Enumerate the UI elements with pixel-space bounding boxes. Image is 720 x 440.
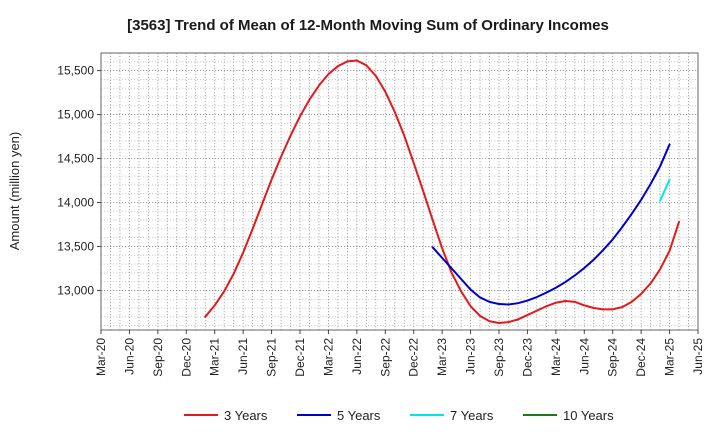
- series-line-7-years: [659, 178, 671, 202]
- x-tick-label: Mar-23: [435, 338, 449, 376]
- x-tick-label: Jun-25: [691, 338, 705, 375]
- x-tick-label: Mar-24: [549, 338, 563, 376]
- y-tick-label: 15,000: [57, 108, 94, 122]
- series-line-5-years: [431, 143, 671, 306]
- x-tick-label: Mar-21: [208, 338, 222, 376]
- legend-label-5-years: 5 Years: [337, 408, 381, 423]
- x-tick-label: Jun-21: [236, 338, 250, 375]
- x-tick-label: Jun-23: [464, 338, 478, 375]
- y-tick-label: 15,500: [57, 64, 94, 78]
- y-axis-ticks: 13,000 13,500 14,000 14,500 15,000 15,500: [57, 64, 101, 297]
- y-tick-label: 13,500: [57, 239, 94, 253]
- plot-area: [100, 52, 699, 331]
- y-tick-label: 14,000: [57, 195, 94, 209]
- x-tick-label: Jun-20: [122, 338, 136, 375]
- series-line-3-years: [204, 59, 681, 324]
- x-tick-label: Dec-23: [520, 338, 534, 377]
- y-tick-label: 13,000: [57, 283, 94, 297]
- x-tick-label: Dec-24: [634, 338, 648, 377]
- x-tick-label: Mar-20: [94, 338, 108, 376]
- legend: 3 Years 5 Years 7 Years 10 Years: [184, 408, 614, 423]
- x-tick-label: Sep-20: [151, 338, 165, 377]
- x-tick-label: Jun-22: [350, 338, 364, 375]
- y-axis-label: Amount (million yen): [7, 132, 22, 251]
- x-tick-label: Mar-22: [321, 338, 335, 376]
- x-tick-label: Dec-21: [293, 338, 307, 377]
- grid: [101, 52, 698, 330]
- chart-title: [3563] Trend of Mean of 12-Month Moving …: [127, 17, 609, 34]
- x-tick-label: Jun-24: [577, 338, 591, 375]
- legend-label-10-years: 10 Years: [563, 408, 614, 423]
- y-tick-label: 14,500: [57, 152, 94, 166]
- x-tick-label: Mar-25: [663, 338, 677, 376]
- x-tick-label: Sep-23: [492, 338, 506, 377]
- series-lines: [204, 59, 681, 324]
- x-tick-label: Sep-22: [378, 338, 392, 377]
- x-tick-label: Dec-20: [179, 338, 193, 377]
- x-tick-label: Dec-22: [407, 338, 421, 377]
- x-tick-label: Sep-21: [265, 338, 279, 377]
- legend-label-7-years: 7 Years: [450, 408, 494, 423]
- x-tick-label: Sep-24: [606, 338, 620, 377]
- x-axis-ticks: Mar-20 Jun-20 Sep-20 Dec-20 Mar-21 Jun-21 Sep-…: [94, 330, 705, 377]
- legend-label-3-years: 3 Years: [224, 408, 268, 423]
